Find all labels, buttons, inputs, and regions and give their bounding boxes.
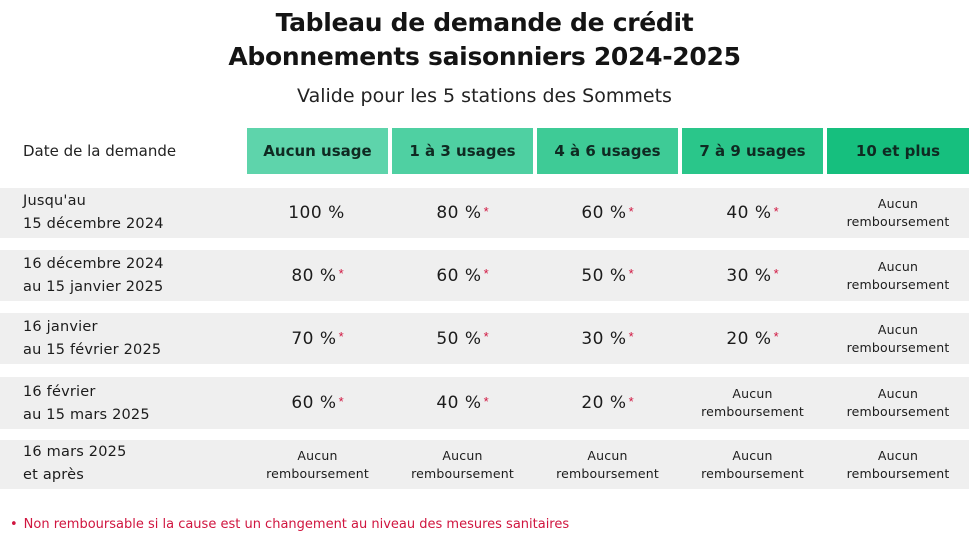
asterisk-mark: * (773, 329, 779, 344)
footnote-bullet: • (10, 517, 18, 532)
row-date-label: 16 janvier au 15 février 2025 (23, 316, 161, 362)
table-cell: 100 % (247, 188, 388, 238)
table-cell: Aucun remboursement (682, 377, 823, 429)
page-title-line-1: Tableau de demande de crédit (275, 8, 694, 37)
table-cell: Aucun remboursement (827, 377, 969, 429)
column-header-1-3-usages: 1 à 3 usages (392, 128, 533, 174)
asterisk-mark: * (338, 393, 344, 409)
footnote-text: Non remboursable si la cause est un chan… (23, 517, 570, 532)
table-row: 16 mars 2025 et après Aucun remboursement… (0, 440, 969, 489)
row-date-line-2: au 15 février 2025 (23, 342, 162, 358)
table-cell: Aucun remboursement (247, 440, 388, 489)
asterisk-mark: * (338, 266, 344, 281)
cell-value: 100 % (288, 203, 345, 223)
column-header-4-6-usages: 4 à 6 usages (537, 128, 678, 174)
row-date-line-2: et après (23, 467, 85, 483)
row-date-label: Jusqu'au 15 décembre 2024 (23, 190, 164, 236)
table-cell: Aucun remboursement (392, 440, 533, 489)
cell-value: 20 % (726, 328, 772, 349)
table-row: Jusqu'au 15 décembre 2024 100 % 80 % * 60… (0, 188, 969, 238)
asterisk-mark: * (483, 329, 489, 344)
table-row: 16 janvier au 15 février 2025 70 % * 50 %… (0, 313, 969, 364)
no-refund-text: Aucun remboursement (846, 258, 950, 292)
table-header-row: Date de la demande Aucun usage 1 à 3 usa… (0, 128, 969, 174)
table-cell: 40 % * (392, 377, 533, 429)
asterisk-mark: * (628, 266, 634, 281)
column-header-10-plus: 10 et plus (827, 128, 969, 174)
table-cell: 60 % * (392, 250, 533, 301)
column-header-no-usage: Aucun usage (247, 128, 388, 174)
column-header-7-9-usages: 7 à 9 usages (682, 128, 823, 174)
cell-value: 20 % (581, 393, 627, 413)
page-subtitle: Valide pour les 5 stations des Sommets (297, 85, 672, 107)
cell-value: 50 % (436, 328, 482, 349)
asterisk-mark: * (483, 266, 489, 281)
no-refund-text: Aucun remboursement (701, 447, 804, 481)
table-row: 16 décembre 2024 au 15 janvier 2025 80 %… (0, 250, 969, 301)
asterisk-mark: * (773, 203, 779, 219)
cell-value: 60 % (581, 203, 627, 223)
credit-table: Date de la demande Aucun usage 1 à 3 usa… (0, 128, 969, 174)
no-refund-text: Aucun remboursement (846, 321, 950, 355)
row-date-line-1: 16 mars 2025 (23, 444, 127, 460)
row-date-line-1: Jusqu'au (23, 193, 87, 209)
table-cell: 50 % * (537, 250, 678, 301)
no-refund-text: Aucun remboursement (411, 447, 514, 481)
table-cell: Aucun remboursement (827, 250, 969, 301)
asterisk-mark: * (773, 266, 779, 281)
asterisk-mark: * (628, 329, 634, 344)
row-date-line-1: 16 janvier (23, 319, 98, 335)
title-block: Tableau de demande de crédit Abonnements… (0, 6, 969, 110)
cell-value: 50 % (581, 265, 627, 286)
row-date-line-1: 16 décembre 2024 (23, 256, 164, 272)
cell-value: 40 % (726, 203, 772, 223)
table-cell: 50 % * (392, 313, 533, 364)
table-cell: Aucun remboursement (537, 440, 678, 489)
asterisk-mark: * (628, 203, 634, 219)
asterisk-mark: * (483, 393, 489, 409)
no-refund-text: Aucun remboursement (846, 386, 950, 419)
row-date-label: 16 mars 2025 et après (23, 441, 127, 487)
row-date-label: 16 février au 15 mars 2025 (23, 381, 150, 427)
row-date-label: 16 décembre 2024 au 15 janvier 2025 (23, 253, 164, 299)
table-cell: Aucun remboursement (827, 188, 969, 238)
table-cell: 80 % * (247, 250, 388, 301)
cell-value: 70 % (291, 328, 337, 349)
table-cell: 30 % * (682, 250, 823, 301)
row-date-line-2: 15 décembre 2024 (23, 216, 164, 232)
asterisk-mark: * (483, 203, 489, 219)
no-refund-text: Aucun remboursement (701, 386, 804, 419)
date-column-header: Date de la demande (23, 142, 177, 160)
no-refund-text: Aucun remboursement (846, 196, 950, 229)
no-refund-text: Aucun remboursement (846, 447, 950, 481)
row-date-line-1: 16 février (23, 384, 96, 400)
cell-value: 60 % (436, 265, 482, 286)
cell-value: 40 % (436, 393, 482, 413)
table-row: 16 février au 15 mars 2025 60 % * 40 % * 2… (0, 377, 969, 429)
table-cell: Aucun remboursement (682, 440, 823, 489)
no-refund-text: Aucun remboursement (556, 447, 659, 481)
cell-value: 30 % (581, 328, 627, 349)
table-cell: 40 % * (682, 188, 823, 238)
cell-value: 30 % (726, 265, 772, 286)
table-cell: Aucun remboursement (827, 313, 969, 364)
table-cell: 30 % * (537, 313, 678, 364)
table-cell: Aucun remboursement (827, 440, 969, 489)
cell-value: 80 % (291, 265, 337, 286)
table-cell: 20 % * (682, 313, 823, 364)
table-cell: 60 % * (537, 188, 678, 238)
no-refund-text: Aucun remboursement (266, 447, 369, 481)
table-cell: 80 % * (392, 188, 533, 238)
asterisk-mark: * (338, 329, 344, 344)
table-cell: 70 % * (247, 313, 388, 364)
table-cell: 20 % * (537, 377, 678, 429)
page-title-line-2: Abonnements saisonniers 2024-2025 (228, 42, 741, 71)
cell-value: 60 % (291, 393, 337, 413)
cell-value: 80 % (436, 203, 482, 223)
table-cell: 60 % * (247, 377, 388, 429)
asterisk-mark: * (628, 393, 634, 409)
footnote: • Non remboursable si la cause est un cha… (10, 517, 569, 532)
row-date-line-2: au 15 janvier 2025 (23, 279, 164, 295)
row-date-line-2: au 15 mars 2025 (23, 407, 150, 423)
